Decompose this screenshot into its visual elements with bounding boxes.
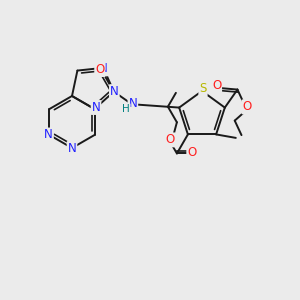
Text: O: O	[212, 80, 221, 92]
Text: N: N	[110, 85, 119, 98]
Text: N: N	[68, 142, 76, 155]
Text: N: N	[128, 97, 137, 110]
Text: O: O	[187, 146, 196, 159]
Text: O: O	[242, 100, 252, 113]
Text: H: H	[122, 104, 130, 114]
Text: O: O	[165, 134, 175, 146]
Text: S: S	[199, 82, 207, 95]
Text: N: N	[44, 128, 53, 142]
Text: N: N	[99, 62, 108, 75]
Text: N: N	[92, 101, 100, 114]
Text: O: O	[95, 63, 104, 76]
